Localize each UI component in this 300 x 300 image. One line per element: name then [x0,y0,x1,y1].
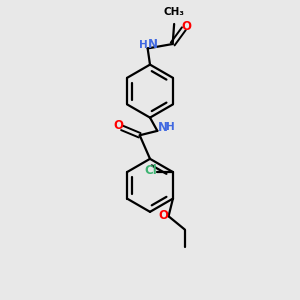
Text: N: N [158,121,168,134]
Text: O: O [181,20,191,33]
Text: H: H [139,40,148,50]
Text: O: O [158,208,168,222]
Text: Cl: Cl [144,164,157,177]
Text: H: H [166,122,174,132]
Text: CH₃: CH₃ [164,7,184,16]
Text: O: O [113,119,124,132]
Text: N: N [148,38,158,51]
